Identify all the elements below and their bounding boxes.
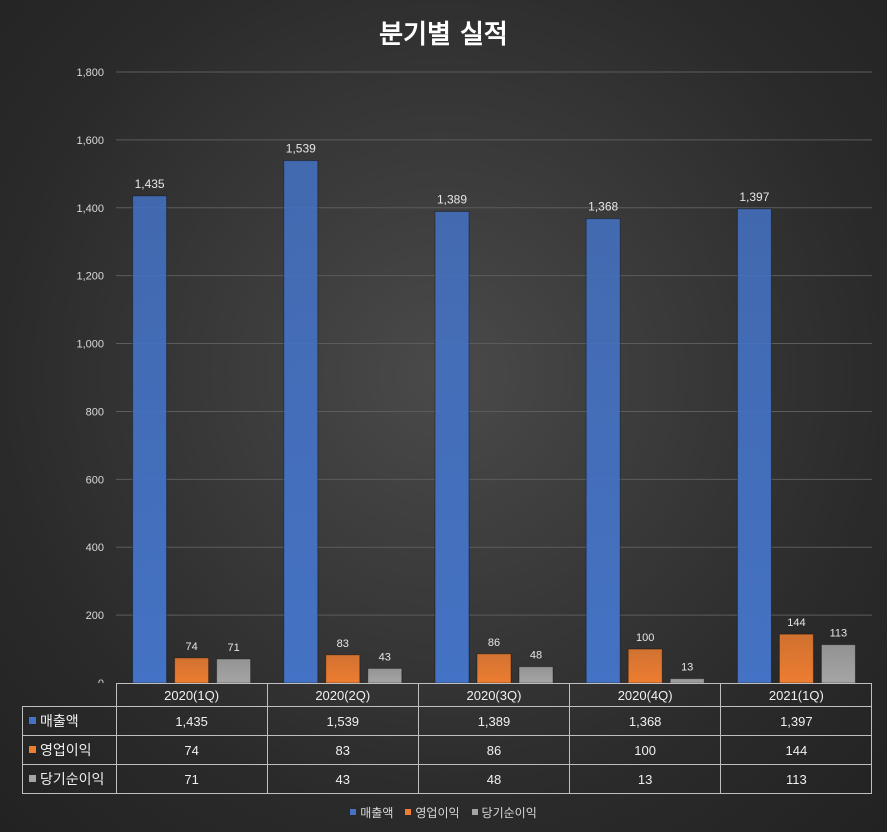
data-label: 71	[227, 642, 239, 654]
table-cell: 1,435	[115, 706, 268, 736]
bar-영업이익	[174, 657, 210, 683]
table-cell: 13	[569, 764, 722, 794]
gridlines	[116, 71, 872, 616]
legend-swatch	[29, 775, 36, 782]
table-category-header: 2020(3Q)	[417, 683, 571, 707]
bar-당기순이익	[216, 658, 252, 683]
table-corner	[22, 683, 117, 707]
y-tick-label: 1,600	[76, 135, 104, 147]
table-cell: 113	[720, 764, 873, 794]
y-tick-label: 1,800	[76, 67, 104, 79]
bars	[132, 160, 856, 683]
legend-swatch	[471, 809, 478, 815]
legend-item: 영업이익	[405, 804, 460, 821]
table-category-header: 2020(1Q)	[115, 683, 268, 707]
table-row: 영업이익 74 83 86 100 144	[22, 735, 873, 765]
table-cell: 43	[266, 764, 419, 794]
chart-title: 분기별 실적	[379, 20, 508, 50]
table-series-label: 당기순이익	[22, 764, 117, 794]
legend-swatch	[405, 809, 412, 815]
table-row: 당기순이익 71 43 48 13 113	[22, 764, 873, 794]
data-label: 113	[830, 628, 848, 640]
y-tick-label: 1,000	[76, 339, 104, 351]
data-label: 43	[379, 651, 391, 663]
bar-매출액	[434, 211, 470, 683]
y-tick-label: 800	[86, 406, 104, 418]
data-label: 1,435	[135, 177, 165, 191]
table-category-header: 2020(4Q)	[569, 683, 722, 707]
table-cell: 86	[417, 735, 571, 765]
y-tick-label: 200	[86, 610, 104, 622]
table-cell: 1,368	[569, 706, 722, 736]
legend-item: 매출액	[350, 804, 393, 821]
data-label: 48	[530, 650, 542, 662]
table-category-header: 2021(1Q)	[720, 683, 873, 707]
bar-매출액	[585, 218, 621, 683]
data-label: 1,397	[739, 190, 769, 204]
legend-item: 당기순이익	[471, 804, 537, 821]
table-cell: 48	[417, 764, 571, 794]
table-body: 매출액 1,435 1,539 1,389 1,368 1,397 영업이익 74 83 86 10…	[22, 706, 873, 794]
bar-당기순이익	[367, 667, 403, 683]
bar-영업이익	[627, 648, 663, 683]
table-cell: 144	[720, 735, 873, 765]
bar-매출액	[132, 195, 168, 683]
table-cell: 1,539	[266, 706, 419, 736]
data-label: 83	[337, 638, 349, 650]
legend: 매출액 영업이익 당기순이익	[0, 804, 887, 821]
bar-매출액	[283, 160, 319, 683]
y-tick-label: 400	[86, 542, 104, 554]
bar-매출액	[736, 208, 772, 683]
data-label: 1,368	[588, 200, 618, 214]
bar-영업이익	[325, 654, 361, 683]
data-label: 13	[681, 662, 693, 674]
legend-swatch	[350, 809, 357, 815]
bar-영업이익	[778, 633, 814, 683]
data-label: 144	[787, 617, 805, 629]
table-cell: 83	[266, 735, 419, 765]
data-labels: 1,435 1,539 1,389 1,368 1,397 74 83 86 100 144 71 4…	[135, 142, 848, 674]
y-tick-label: 1,200	[76, 271, 104, 283]
legend-swatch	[29, 717, 36, 724]
data-label: 1,389	[437, 193, 467, 207]
data-table: 2020(1Q) 2020(2Q) 2020(3Q) 2020(4Q) 2021(1Q)…	[22, 683, 873, 794]
data-label: 100	[636, 632, 654, 644]
y-tick-label: 1,400	[76, 203, 104, 215]
table-series-label: 매출액	[22, 706, 117, 736]
data-label: 86	[488, 637, 500, 649]
table-row: 매출액 1,435 1,539 1,389 1,368 1,397	[22, 706, 873, 736]
y-tick-label: 0	[98, 678, 104, 683]
bar-chart: 0 200 400 600 800 1,000 1,200 1,400 1,600 1,800 1…	[76, 67, 872, 683]
data-label: 74	[185, 641, 197, 653]
bar-당기순이익	[820, 644, 856, 683]
table-cell: 100	[569, 735, 722, 765]
y-axis: 0 200 400 600 800 1,000 1,200 1,400 1,600 1,800	[76, 67, 104, 683]
bar-당기순이익	[518, 666, 554, 683]
table-cell: 1,389	[417, 706, 571, 736]
data-label: 1,539	[286, 142, 316, 156]
bar-영업이익	[476, 653, 512, 683]
table-cell: 1,397	[720, 706, 873, 736]
legend-swatch	[29, 746, 36, 753]
table-header-row: 2020(1Q) 2020(2Q) 2020(3Q) 2020(4Q) 2021(1Q)	[22, 683, 873, 707]
table-series-label: 영업이익	[22, 735, 117, 765]
table-cell: 71	[115, 764, 268, 794]
table-category-header: 2020(2Q)	[266, 683, 419, 707]
y-tick-label: 600	[86, 474, 104, 486]
table-cell: 74	[115, 735, 268, 765]
